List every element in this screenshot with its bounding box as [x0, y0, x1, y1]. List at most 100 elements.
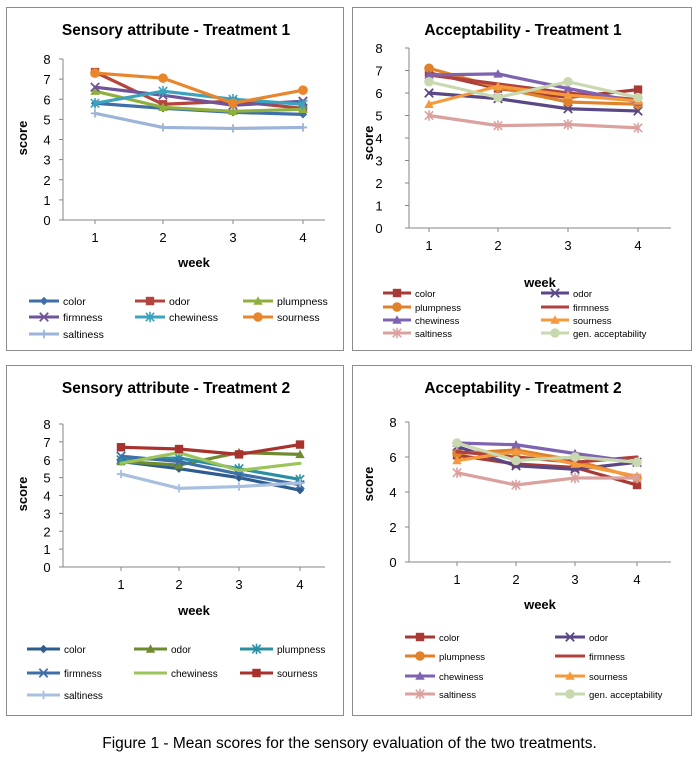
chart-title: Acceptability - Treatment 1: [424, 22, 622, 39]
series-saltiness: [424, 110, 643, 134]
series-saltiness: [452, 467, 642, 491]
x-tick-label: 4: [633, 572, 640, 587]
data-point-plumpness: [228, 106, 238, 116]
legend-item-sourness: sourness: [240, 668, 318, 680]
y-tick-label: 4: [43, 133, 50, 148]
legend-item-plumpness: plumpness: [383, 302, 461, 314]
y-tick-label: 7: [43, 435, 50, 450]
x-tick-label: 1: [425, 238, 432, 253]
data-point-sourness: [228, 98, 238, 109]
x-tick-label: 1: [453, 572, 460, 587]
x-tick-label: 2: [512, 572, 519, 587]
y-tick-label: 5: [375, 109, 382, 124]
legend-label: saltiness: [439, 690, 476, 701]
legend-swatch-marker: [39, 329, 49, 339]
data-point-sourness: [424, 99, 434, 108]
legend-item-chewiness: chewiness: [383, 315, 460, 327]
y-tick-label: 0: [43, 560, 50, 575]
series-line-saltiness: [119, 472, 302, 490]
legend: color odor plumpness firmness chewiness sourn…: [27, 643, 325, 702]
y-axis-label: score: [15, 121, 30, 156]
data-point-sourness: [298, 85, 308, 95]
legend-label: color: [64, 645, 86, 656]
legend-item-plumpness: plumpness: [240, 643, 325, 656]
legend-item-gen-acceptability: gen. acceptability: [555, 689, 663, 701]
chart-svg: Acceptability - Treatment 2 0 2 4 6 8 1 2 3 4 week…: [361, 380, 671, 701]
legend-label: sourness: [573, 316, 612, 327]
chart-svg: Sensory attribute - Treatment 1 0 1 2 3 4 5 6 7 8…: [15, 22, 328, 341]
legend-item-firmness: firmness: [29, 312, 103, 324]
y-tick-label: 4: [43, 489, 50, 504]
data-point-plumpness: [563, 97, 573, 107]
data-point-saltiness: [174, 484, 184, 493]
y-tick-label: 8: [43, 417, 50, 432]
data-point-plumpness: [424, 63, 434, 74]
legend-item-saltiness: saltiness: [27, 690, 103, 702]
legend-item-gen-acceptability: gen. acceptability: [541, 328, 647, 340]
series-line-plumpness: [427, 66, 640, 106]
legend-swatch-marker: [565, 632, 575, 642]
legend-item-chewiness: chewiness: [135, 311, 218, 324]
data-point-sourness: [158, 73, 168, 83]
series-line-sourness: [93, 71, 305, 105]
y-tick-label: 0: [375, 221, 382, 236]
data-point-chewiness: [298, 99, 308, 110]
data-point-saltiness: [90, 109, 100, 118]
legend-label: sourness: [589, 672, 628, 683]
data-point-chewiness: [511, 440, 521, 449]
legend-label: odor: [589, 633, 608, 644]
x-tick-label: 2: [175, 577, 182, 592]
legend: color odor plumpness firmness chewiness sourn…: [29, 296, 328, 341]
legend-item-color: color: [383, 288, 436, 300]
legend-item-odor: odor: [134, 644, 192, 656]
x-tick-label: 3: [564, 238, 571, 253]
legend-label: firmness: [64, 669, 102, 680]
chart-title: Sensory attribute - Treatment 1: [62, 22, 291, 39]
chart-svg: Acceptability - Treatment 1 0 1 2 3 4 5 6 7 8 1 2 3 4…: [361, 22, 671, 340]
data-point-odor: [633, 106, 643, 116]
series-line-saltiness: [93, 111, 305, 131]
series-saltiness: [90, 109, 308, 133]
data-point-saltiness: [632, 472, 642, 484]
legend: color odor plumpness firmness chewiness sourn…: [405, 632, 663, 701]
series-line-chewiness: [93, 89, 305, 106]
chart-panel-acceptability-treatment-2: Acceptability - Treatment 2 0 2 4 6 8 1 2 3 4 week…: [352, 365, 692, 716]
legend-swatch-marker: [392, 315, 402, 324]
y-tick-label: 2: [389, 520, 396, 535]
legend-swatch-marker: [39, 690, 48, 700]
legend-swatch-marker: [415, 671, 425, 680]
y-tick-label: 7: [375, 64, 382, 79]
data-point-chewiness: [424, 70, 434, 79]
data-point-gen-acceptability: [632, 457, 642, 468]
series-plumpness: [90, 86, 308, 116]
legend-label: plumpness: [415, 303, 461, 314]
legend-swatch-marker: [392, 302, 402, 312]
legend: color odor plumpness firmness chewiness sourn…: [383, 288, 647, 340]
series-sourness: [116, 440, 305, 459]
data-point-sourness: [452, 455, 462, 465]
legend-swatch-marker: [39, 296, 49, 306]
legend-label: color: [439, 633, 460, 644]
data-point-gen-acceptability: [633, 92, 643, 103]
legend-item-color: color: [29, 296, 86, 308]
y-tick-label: 6: [43, 92, 50, 107]
x-tick-label: 3: [235, 577, 242, 592]
legend-swatch-marker: [145, 311, 155, 323]
data-point-plumpness: [90, 86, 100, 95]
chart-title: Sensory attribute - Treatment 2: [62, 380, 290, 397]
legend-swatch-marker: [252, 668, 261, 678]
data-point-saltiness: [633, 122, 643, 134]
series-line-plumpness: [93, 89, 305, 113]
legend-item-odor: odor: [135, 296, 191, 308]
chart-panel-acceptability-treatment-1: Acceptability - Treatment 1 0 1 2 3 4 5 6 7 8 1 2 3 4…: [352, 7, 692, 351]
data-point-chewiness: [90, 98, 100, 109]
data-point-gen-acceptability: [493, 92, 503, 103]
chart-svg: Sensory attribute - Treatment 2 0 1 2 3 4 5 6 7 8…: [15, 380, 325, 702]
legend-label: chewiness: [171, 669, 218, 680]
x-tick-label: 2: [159, 230, 166, 245]
data-point-gen-acceptability: [424, 76, 434, 87]
data-point-odor: [424, 88, 434, 98]
legend-label: chewiness: [169, 312, 218, 324]
legend-swatch-marker: [251, 643, 262, 655]
data-point-gen-acceptability: [563, 76, 573, 87]
